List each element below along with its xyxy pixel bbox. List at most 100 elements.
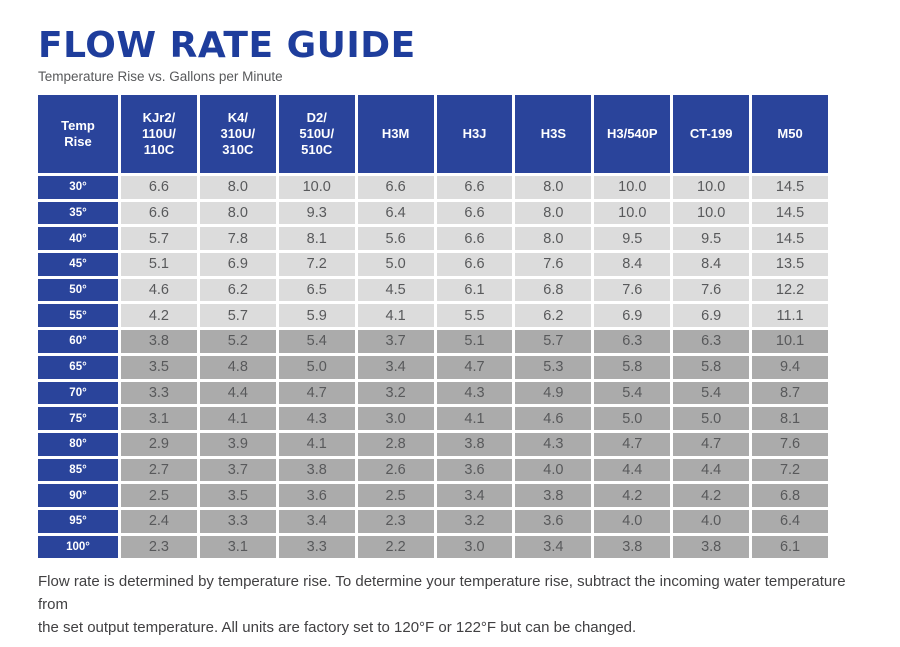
flow-rate-cell: 6.3: [673, 330, 750, 353]
flow-rate-cell: 10.1: [752, 330, 828, 353]
flow-rate-cell: 10.0: [673, 176, 750, 199]
flow-rate-cell: 2.4: [121, 509, 197, 533]
flow-rate-cell: 4.5: [357, 278, 434, 302]
flow-rate-cell: 3.6: [436, 458, 513, 482]
flow-rate-cell: 3.2: [436, 509, 513, 533]
flow-rate-cell: 4.1: [436, 407, 513, 430]
flow-rate-cell: 4.7: [436, 355, 513, 379]
flow-rate-cell: 4.8: [199, 355, 276, 379]
row-temp-label: 80°: [38, 432, 118, 456]
row-temp-label: 95°: [38, 509, 118, 533]
flow-rate-cell: 4.7: [594, 432, 671, 456]
flow-rate-cell: 3.3: [278, 535, 355, 559]
flow-rate-cell: 6.4: [357, 201, 434, 225]
flow-rate-cell: 9.4: [752, 355, 828, 379]
row-temp-label: 35°: [38, 201, 118, 225]
flow-rate-cell: 4.6: [121, 278, 197, 302]
flow-rate-cell: 7.8: [199, 227, 276, 251]
flow-rate-cell: 6.1: [436, 278, 513, 302]
flow-rate-cell: 10.0: [278, 176, 355, 199]
flow-rate-cell: 6.6: [121, 201, 197, 225]
row-temp-label: 100°: [38, 535, 118, 559]
flow-rate-cell: 4.1: [278, 432, 355, 456]
flow-rate-cell: 3.8: [436, 432, 513, 456]
flow-rate-cell: 6.6: [436, 227, 513, 251]
row-temp-label: 70°: [38, 381, 118, 405]
flow-rate-cell: 12.2: [752, 278, 828, 302]
flow-rate-cell: 6.6: [121, 176, 197, 199]
flow-rate-cell: 3.1: [199, 535, 276, 559]
flow-rate-cell: 4.6: [515, 407, 592, 430]
flow-rate-cell: 3.8: [594, 535, 671, 559]
flow-rate-cell: 6.6: [436, 253, 513, 276]
flow-rate-cell: 6.4: [752, 509, 828, 533]
flow-rate-cell: 6.6: [436, 176, 513, 199]
flow-rate-cell: 9.3: [278, 201, 355, 225]
flow-rate-cell: 3.4: [436, 484, 513, 507]
flow-rate-cell: 6.1: [752, 535, 828, 559]
flow-rate-cell: 4.2: [673, 484, 750, 507]
column-header: H3/540P: [594, 95, 671, 173]
flow-rate-cell: 9.5: [594, 227, 671, 251]
flow-rate-cell: 4.7: [673, 432, 750, 456]
flow-rate-cell: 4.4: [594, 458, 671, 482]
flow-rate-cell: 4.4: [673, 458, 750, 482]
flow-rate-cell: 6.8: [752, 484, 828, 507]
flow-rate-cell: 8.0: [515, 201, 592, 225]
flow-rate-cell: 4.2: [121, 304, 197, 328]
flow-rate-cell: 8.4: [594, 253, 671, 276]
flow-rate-cell: 5.5: [436, 304, 513, 328]
flow-rate-cell: 4.9: [515, 381, 592, 405]
flow-rate-cell: 13.5: [752, 253, 828, 276]
flow-rate-cell: 5.0: [278, 355, 355, 379]
flow-rate-cell: 4.3: [436, 381, 513, 405]
flow-rate-cell: 6.6: [357, 176, 434, 199]
flow-rate-cell: 4.3: [515, 432, 592, 456]
footer-note-line1: Flow rate is determined by temperature r…: [38, 573, 846, 614]
column-header: CT-199: [673, 95, 750, 173]
row-temp-label: 50°: [38, 278, 118, 302]
flow-rate-cell: 5.0: [673, 407, 750, 430]
flow-rate-cell: 6.9: [594, 304, 671, 328]
flow-rate-cell: 7.6: [673, 278, 750, 302]
flow-rate-cell: 5.0: [357, 253, 434, 276]
flow-rate-cell: 4.7: [278, 381, 355, 405]
flow-rate-cell: 4.3: [278, 407, 355, 430]
flow-rate-cell: 5.6: [357, 227, 434, 251]
flow-rate-cell: 5.1: [121, 253, 197, 276]
flow-rate-cell: 5.0: [594, 407, 671, 430]
flow-rate-cell: 3.8: [278, 458, 355, 482]
flow-rate-cell: 7.2: [752, 458, 828, 482]
flow-rate-cell: 4.1: [357, 304, 434, 328]
flow-rate-cell: 14.5: [752, 201, 828, 225]
flow-rate-cell: 8.0: [515, 227, 592, 251]
flow-rate-cell: 7.6: [515, 253, 592, 276]
flow-rate-cell: 6.3: [594, 330, 671, 353]
flow-rate-cell: 5.7: [199, 304, 276, 328]
flow-rate-cell: 5.7: [515, 330, 592, 353]
row-temp-label: 55°: [38, 304, 118, 328]
column-header: K4/ 310U/ 310C: [199, 95, 276, 173]
flow-rate-cell: 3.7: [357, 330, 434, 353]
column-header: H3S: [515, 95, 592, 173]
flow-rate-cell: 5.4: [278, 330, 355, 353]
flow-rate-cell: 5.4: [594, 381, 671, 405]
column-header: H3J: [436, 95, 513, 173]
column-header: M50: [752, 95, 828, 173]
row-temp-label: 75°: [38, 407, 118, 430]
flow-rate-cell: 8.0: [199, 176, 276, 199]
flow-rate-cell: 3.3: [199, 509, 276, 533]
flow-rate-cell: 8.1: [278, 227, 355, 251]
row-temp-label: 30°: [38, 176, 118, 199]
page-title: FLOW RATE GUIDE: [38, 25, 416, 66]
flow-rate-cell: 2.7: [121, 458, 197, 482]
flow-rate-cell: 6.9: [673, 304, 750, 328]
flow-rate-cell: 2.2: [357, 535, 434, 559]
row-temp-label: 85°: [38, 458, 118, 482]
column-header-temp-rise: Temp Rise: [38, 95, 118, 173]
flow-rate-cell: 3.4: [357, 355, 434, 379]
flow-rate-cell: 5.2: [199, 330, 276, 353]
flow-rate-cell: 3.9: [199, 432, 276, 456]
flow-rate-cell: 5.4: [673, 381, 750, 405]
flow-rate-cell: 7.6: [594, 278, 671, 302]
